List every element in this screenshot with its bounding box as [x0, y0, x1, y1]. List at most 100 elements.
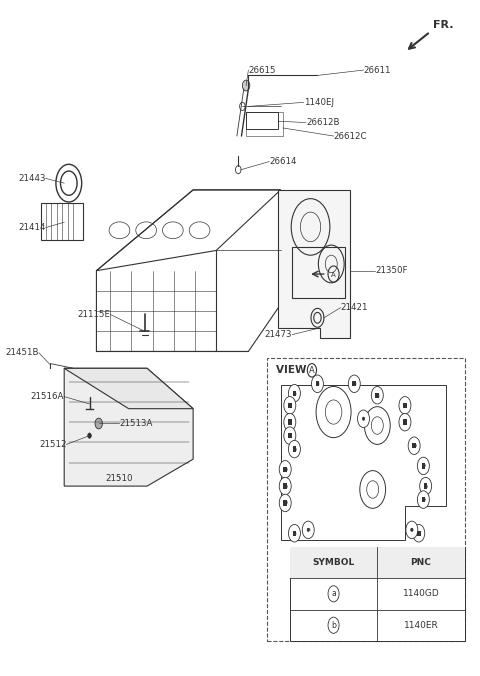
- Bar: [293, 446, 296, 452]
- Circle shape: [413, 525, 425, 542]
- Text: b: b: [283, 483, 287, 489]
- Circle shape: [293, 391, 296, 395]
- Circle shape: [424, 484, 427, 488]
- Circle shape: [307, 528, 310, 532]
- Circle shape: [418, 531, 420, 535]
- Circle shape: [288, 420, 291, 424]
- Circle shape: [284, 414, 296, 431]
- Text: 21350F: 21350F: [375, 266, 408, 275]
- Circle shape: [293, 447, 296, 451]
- Text: a: a: [288, 420, 292, 425]
- Text: a: a: [403, 420, 407, 425]
- Text: 21451B: 21451B: [5, 348, 39, 358]
- Text: 21473: 21473: [264, 330, 292, 339]
- Circle shape: [279, 477, 291, 495]
- Text: a: a: [292, 391, 296, 395]
- FancyBboxPatch shape: [290, 547, 465, 578]
- Text: PNC: PNC: [410, 558, 432, 567]
- Text: 21421: 21421: [340, 304, 368, 312]
- Circle shape: [316, 382, 319, 386]
- Text: a: a: [315, 381, 319, 386]
- Circle shape: [404, 404, 406, 408]
- FancyBboxPatch shape: [290, 547, 465, 641]
- Bar: [417, 531, 420, 536]
- Text: b: b: [421, 464, 425, 468]
- Circle shape: [88, 433, 91, 438]
- Text: a: a: [375, 393, 379, 397]
- Bar: [288, 403, 292, 408]
- Circle shape: [422, 464, 425, 468]
- Circle shape: [242, 80, 250, 91]
- Bar: [283, 466, 287, 472]
- Circle shape: [302, 521, 314, 539]
- Text: 21512: 21512: [39, 440, 67, 449]
- Text: a: a: [352, 381, 356, 386]
- Text: 21414: 21414: [18, 223, 46, 232]
- Bar: [246, 112, 278, 129]
- Text: SYMBOL: SYMBOL: [312, 558, 355, 567]
- Circle shape: [284, 501, 287, 505]
- Text: 26614: 26614: [269, 157, 297, 166]
- Circle shape: [418, 457, 429, 475]
- Circle shape: [284, 397, 296, 414]
- Text: b: b: [412, 443, 416, 448]
- Text: 26615: 26615: [248, 66, 276, 74]
- Text: a: a: [288, 433, 292, 438]
- Text: a: a: [331, 589, 336, 598]
- Text: b: b: [283, 467, 287, 472]
- Text: a: a: [288, 403, 292, 408]
- Text: b: b: [331, 621, 336, 630]
- Circle shape: [410, 528, 413, 532]
- Circle shape: [288, 404, 291, 408]
- Bar: [288, 420, 292, 425]
- Circle shape: [284, 484, 287, 488]
- Circle shape: [312, 375, 324, 393]
- Circle shape: [408, 437, 420, 454]
- Circle shape: [348, 375, 360, 393]
- Text: A: A: [309, 366, 315, 375]
- Bar: [403, 403, 407, 408]
- Circle shape: [420, 477, 432, 495]
- Text: a: a: [417, 531, 420, 536]
- Polygon shape: [64, 368, 193, 486]
- Circle shape: [406, 521, 418, 539]
- Text: FR.: FR.: [432, 20, 453, 30]
- Text: a: a: [306, 527, 310, 533]
- Text: 26612C: 26612C: [334, 132, 367, 141]
- Bar: [421, 463, 425, 468]
- Bar: [421, 497, 425, 502]
- Circle shape: [418, 491, 429, 508]
- Text: b: b: [421, 497, 425, 502]
- Circle shape: [404, 420, 406, 424]
- Bar: [403, 420, 407, 425]
- Text: 21513A: 21513A: [120, 419, 153, 428]
- Circle shape: [376, 393, 379, 397]
- Bar: [288, 433, 292, 438]
- Bar: [293, 391, 296, 396]
- Circle shape: [422, 498, 425, 502]
- Text: VIEW: VIEW: [276, 365, 310, 375]
- Text: c: c: [362, 416, 365, 421]
- Text: 21115E: 21115E: [77, 310, 110, 319]
- Circle shape: [288, 433, 291, 437]
- Text: 26611: 26611: [363, 66, 391, 74]
- Circle shape: [399, 414, 411, 431]
- Bar: [352, 381, 356, 387]
- Circle shape: [293, 531, 296, 535]
- Text: 21516A: 21516A: [31, 392, 64, 401]
- Circle shape: [279, 460, 291, 478]
- Text: 1140EJ: 1140EJ: [304, 98, 334, 107]
- Circle shape: [358, 410, 370, 427]
- Text: a: a: [403, 403, 407, 408]
- Bar: [283, 500, 287, 506]
- Polygon shape: [278, 190, 350, 338]
- Text: 1140ER: 1140ER: [404, 621, 438, 630]
- Text: b: b: [292, 447, 297, 452]
- Text: b: b: [424, 483, 428, 489]
- Bar: [316, 381, 319, 387]
- Circle shape: [353, 382, 356, 386]
- Circle shape: [362, 417, 365, 420]
- Bar: [293, 531, 296, 536]
- Text: a: a: [292, 531, 296, 536]
- Text: A: A: [331, 272, 336, 278]
